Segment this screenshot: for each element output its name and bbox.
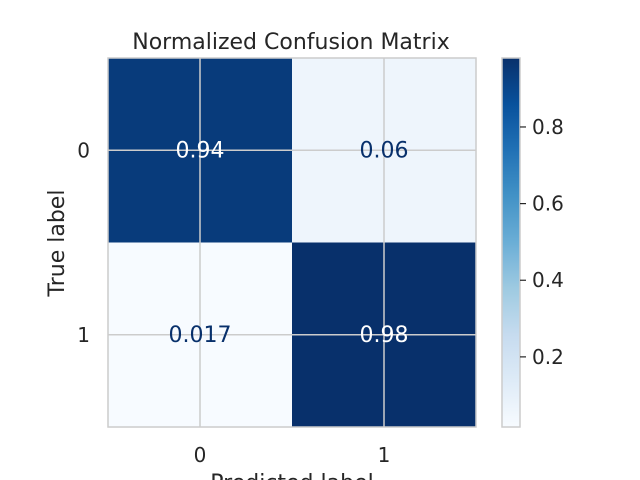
y-tick-label: 0 (77, 138, 90, 162)
colorbar (501, 57, 521, 428)
colorbar-tick-label: 0.8 (532, 115, 564, 139)
cell-value-labels: 0.94 0.06 0.017 0.98 (169, 138, 409, 348)
x-tick-label: 1 (378, 443, 391, 467)
cell-value-label: 0.94 (176, 138, 225, 163)
x-axis-label: Predicted label (210, 471, 373, 480)
chart-title: Normalized Confusion Matrix (132, 30, 449, 55)
cell-value-label: 0.98 (360, 323, 409, 348)
y-axis-ticks: 01 (77, 138, 90, 347)
cell-value-label: 0.06 (360, 138, 409, 163)
colorbar-tick-label: 0.2 (532, 345, 564, 369)
heatmap-grid (108, 58, 476, 427)
plot-frame (107, 57, 477, 428)
colorbar-tick-label: 0.4 (532, 268, 564, 292)
heatmap-cells (108, 58, 476, 427)
y-tick-label: 1 (77, 323, 90, 347)
cell-value-label: 0.017 (169, 323, 232, 348)
colorbar-ticks: 0.2 0.4 0.6 0.8 (520, 115, 564, 369)
x-tick-label: 0 (194, 443, 207, 467)
y-axis-label: True label (45, 190, 70, 298)
colorbar-tick-label: 0.6 (532, 192, 564, 216)
